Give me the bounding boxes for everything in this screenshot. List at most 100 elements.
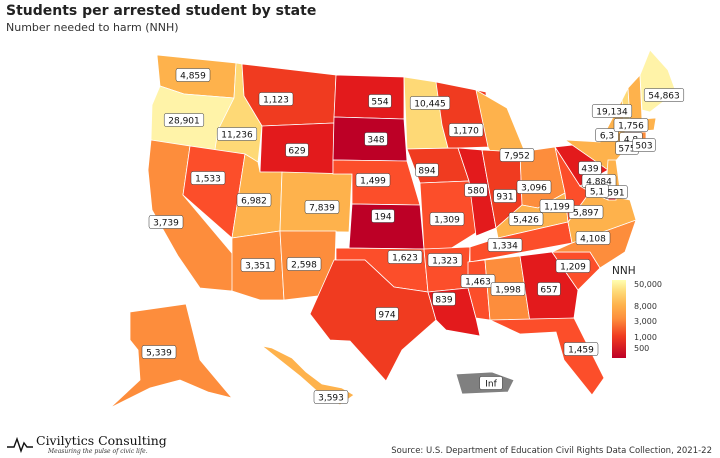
state-label-al: 1,998 [490,282,526,296]
state-label-mo: 1,309 [429,212,465,226]
svg-text:7,952: 7,952 [504,152,530,162]
state-label-in: 931 [493,189,517,203]
brand-name: Civilytics Consulting [36,433,167,448]
source-note: Source: U.S. Department of Education Civ… [391,446,712,456]
state-label-vt: 19,134 [591,104,633,118]
state-label-co: 7,839 [304,200,340,214]
svg-text:1,323: 1,323 [432,257,458,267]
state-label-or: 28,901 [163,113,205,127]
state-label-ok: 1,623 [387,250,423,264]
state-label-tn: 1,334 [487,238,523,252]
brand-tagline: Measuring the pulse of civic life. [48,448,148,455]
state-label-ak: 5,339 [141,345,177,359]
state-label-oh: 3,096 [516,180,552,194]
state-label-wv: 1,199 [539,199,575,213]
state-label-nm: 2,598 [286,257,322,271]
svg-text:1,309: 1,309 [434,216,460,226]
state-label-mi: 7,952 [499,148,535,162]
svg-text:554: 554 [371,98,388,108]
state-label-nh: 1,756 [613,118,649,132]
svg-text:10,445: 10,445 [414,100,446,110]
svg-text:5,897: 5,897 [573,209,599,219]
state-label-la: 839 [432,292,456,306]
state-label-me: 54,863 [643,88,685,102]
svg-text:1,170: 1,170 [453,127,479,137]
svg-text:580: 580 [467,187,484,197]
svg-text:1,334: 1,334 [492,242,518,252]
svg-text:5,1: 5,1 [590,188,604,198]
brand-logo-icon [7,436,33,454]
svg-text:1,123: 1,123 [263,96,289,106]
svg-text:1,199: 1,199 [544,203,570,213]
svg-text:3,096: 3,096 [521,184,547,194]
svg-text:4,108: 4,108 [580,235,606,245]
svg-text:4,884: 4,884 [586,178,612,188]
svg-text:3,351: 3,351 [245,262,271,272]
state-label-ny: 6,3 [595,128,619,142]
state-label-ne: 1,499 [355,173,391,187]
state-label-nd: 554 [368,94,392,108]
svg-text:6,3: 6,3 [600,132,614,142]
chart-title: Students per arrested student by state [6,3,317,19]
svg-text:19,134: 19,134 [596,108,628,118]
state-label-ri: 503 [632,138,656,152]
state-label-nv: 1,533 [190,171,226,185]
state-label-pa: 439 [578,161,602,175]
svg-text:503: 503 [635,142,652,152]
legend-tick-3000: 3,000 [634,317,657,326]
state-label-pr: Inf [479,376,503,390]
svg-text:1,499: 1,499 [360,177,386,187]
svg-text:28,901: 28,901 [168,117,200,127]
svg-text:5,339: 5,339 [146,349,172,359]
svg-text:931: 931 [496,193,513,203]
state-label-tx: 974 [375,307,399,321]
svg-text:1,756: 1,756 [618,122,644,132]
svg-text:4,8: 4,8 [624,136,639,146]
state-label-sc: 1,209 [555,259,591,273]
state-label-wi: 1,170 [448,123,484,137]
state-label-nc: 4,108 [575,231,611,245]
svg-text:6,982: 6,982 [241,197,267,207]
svg-text:629: 629 [288,147,305,157]
legend-tick-500: 500 [634,344,650,353]
state-label-wy: 629 [285,143,309,157]
svg-text:7,839: 7,839 [309,204,335,214]
svg-text:194: 194 [374,213,391,223]
state-label-ia: 894 [415,163,439,177]
state-label-mt: 1,123 [258,92,294,106]
state-label-md: 5,1 [585,184,609,198]
chart-subtitle: Number needed to harm (NNH) [6,21,179,34]
svg-text:5,426: 5,426 [513,216,539,226]
state-label-mn: 10,445 [409,96,451,110]
state-label-sd: 348 [364,132,388,146]
svg-text:11,236: 11,236 [221,131,253,141]
state-label-wa: 4,859 [175,68,211,82]
svg-text:3,739: 3,739 [153,219,179,229]
svg-text:3,593: 3,593 [318,394,344,404]
svg-text:591: 591 [607,189,624,199]
state-shape-me [639,49,677,113]
svg-text:894: 894 [418,167,435,177]
svg-text:54,863: 54,863 [648,92,680,102]
state-label-ga: 657 [537,282,561,296]
state-label-il: 580 [464,183,488,197]
svg-text:348: 348 [367,136,384,146]
svg-text:1,533: 1,533 [195,175,221,185]
state-shape-fl [489,317,605,396]
state-label-ky: 5,426 [508,212,544,226]
svg-text:1,998: 1,998 [495,286,521,296]
state-label-hi: 3,593 [313,390,349,404]
state-label-ms: 1,463 [460,274,496,288]
state-label-ks: 194 [371,209,395,223]
legend-title: NNH [612,265,636,277]
svg-text:1,623: 1,623 [392,254,418,264]
state-label-ut: 6,982 [236,193,272,207]
svg-text:Inf: Inf [485,380,497,390]
legend-tick-8000: 8,000 [634,302,657,311]
legend-color-bar [612,280,626,358]
svg-text:575: 575 [618,145,635,155]
state-shape-tx [309,259,437,382]
svg-text:657: 657 [540,286,557,296]
svg-text:1,209: 1,209 [560,263,586,273]
svg-text:839: 839 [435,296,452,306]
